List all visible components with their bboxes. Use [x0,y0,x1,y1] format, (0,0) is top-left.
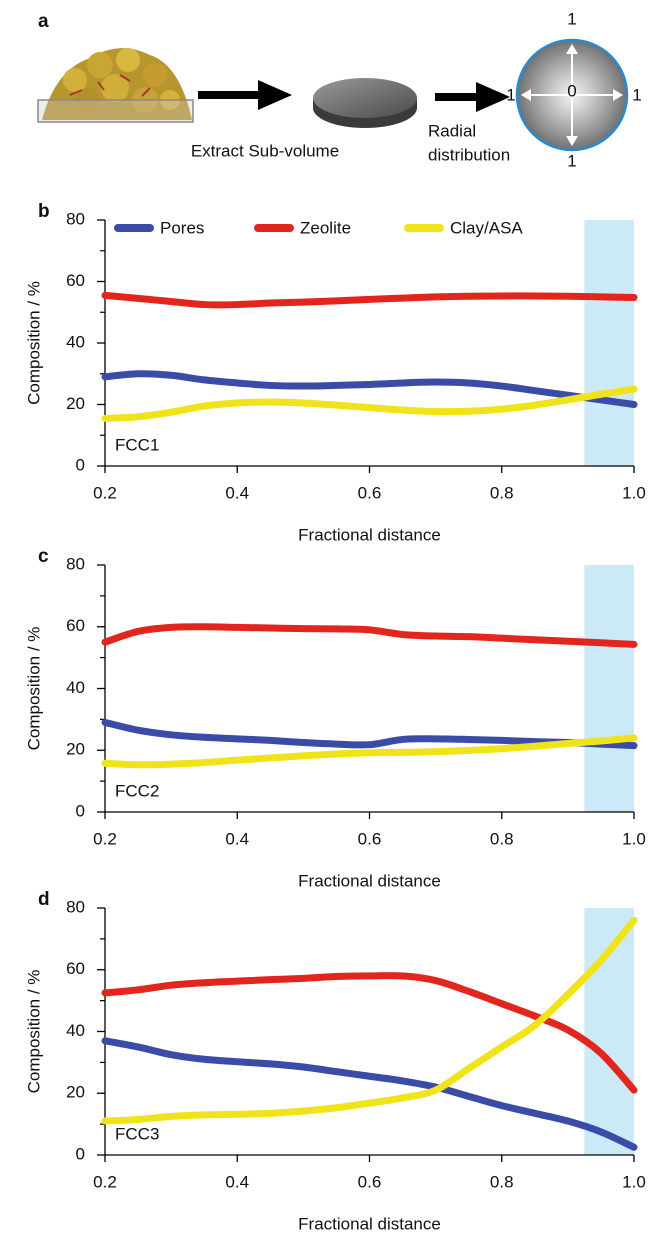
diagram: a 0 1 1 1 1 Extract Sub-volume Radial di… [37,9,642,170]
series-line [101,291,638,309]
edge-label: 1 [567,151,576,170]
x-tick-label: 0.2 [93,829,117,848]
series-line [101,623,638,648]
x-tick-label: 0.4 [225,483,249,502]
y-tick-label: 0 [76,1144,85,1163]
y-tick-label: 20 [66,394,85,413]
series-line [101,385,638,422]
y-axis-label: Composition / % [24,627,43,751]
edge-label: 1 [506,85,515,104]
disk [313,78,417,128]
x-axis-label: Fractional distance [298,1214,441,1233]
panel-label: b [38,201,50,222]
x-tick-label: 0.6 [358,483,382,502]
step-label: Extract Sub-volume [191,141,339,160]
legend-label: Pores [160,218,204,237]
x-tick-label: 0.6 [358,829,382,848]
y-tick-label: 20 [66,1083,85,1102]
sample-pile [37,48,194,123]
x-tick-label: 1.0 [622,829,646,848]
series-line [101,1037,638,1151]
step-label: distribution [428,145,510,164]
x-tick-label: 0.8 [490,829,514,848]
series-line [101,916,638,1125]
x-axis-label: Fractional distance [298,871,441,890]
x-axis-label: Fractional distance [298,525,441,544]
y-tick-label: 0 [76,801,85,820]
panel-label: c [38,546,49,567]
y-tick-label: 80 [66,209,85,228]
chart: b 0 20 40 60 80 0.2 0.4 0.6 0.8 1.0 Fractional dist… [24,201,645,544]
x-tick-label: 0.8 [490,1172,514,1191]
highlight-region [584,220,634,466]
y-axis-label: Composition / % [24,281,43,405]
radial-circle [515,38,629,152]
x-tick-label: 0.4 [225,829,249,848]
center-label: 0 [567,81,576,100]
arrow-head [258,80,292,110]
annotation: FCC1 [115,435,159,454]
arrow-head [476,82,510,112]
y-tick-label: 60 [66,616,85,635]
series-line [101,734,638,769]
x-tick-label: 1.0 [622,1172,646,1191]
highlight-region [584,908,634,1155]
edge-label: 1 [567,9,576,28]
y-tick-label: 80 [66,897,85,916]
panel-label: d [38,889,50,910]
panel-label: a [38,11,49,32]
step-label: Radial [428,121,476,140]
highlight-region [584,565,634,812]
chart: c 0 20 40 60 80 0.2 0.4 0.6 0.8 1.0 Fractional dist… [24,546,645,890]
annotation: FCC3 [115,1124,159,1143]
chart: d 0 20 40 60 80 0.2 0.4 0.6 0.8 1.0 Fractional dist… [24,889,645,1233]
x-tick-label: 0.6 [358,1172,382,1191]
series-line [101,718,638,750]
y-axis-label: Composition / % [24,970,43,1094]
y-tick-label: 0 [76,455,85,474]
y-tick-label: 60 [66,271,85,290]
x-tick-label: 1.0 [622,483,646,502]
x-tick-label: 0.2 [93,1172,117,1191]
y-tick-label: 40 [66,332,85,351]
annotation: FCC2 [115,781,159,800]
series-line [101,370,638,408]
y-tick-label: 40 [66,678,85,697]
x-tick-label: 0.8 [490,483,514,502]
y-tick-label: 60 [66,959,85,978]
y-tick-label: 40 [66,1021,85,1040]
y-tick-label: 80 [66,554,85,573]
y-tick-label: 20 [66,740,85,759]
x-tick-label: 0.4 [225,1172,249,1191]
x-tick-label: 0.2 [93,483,117,502]
legend-label: Zeolite [300,218,351,237]
legend-label: Clay/ASA [450,218,523,237]
edge-label: 1 [632,85,641,104]
